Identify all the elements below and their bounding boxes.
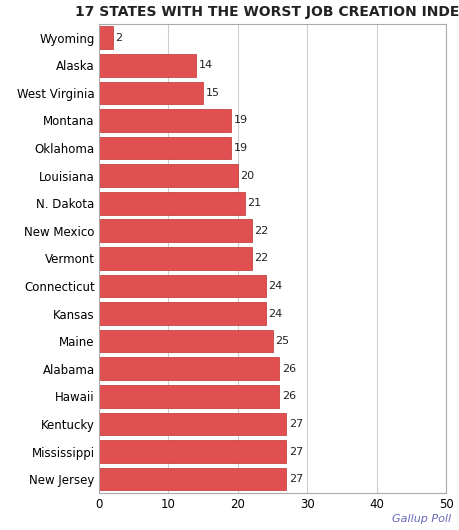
- Bar: [99, 26, 112, 49]
- Text: 20: 20: [240, 171, 254, 181]
- Title: 17 STATES WITH THE WORST JOB CREATION INDEX: 17 STATES WITH THE WORST JOB CREATION IN…: [75, 5, 459, 19]
- Text: 19: 19: [233, 116, 247, 126]
- Bar: [99, 247, 251, 270]
- Bar: [99, 164, 237, 187]
- Text: 21: 21: [247, 198, 261, 208]
- Text: 27: 27: [289, 419, 303, 429]
- Text: 24: 24: [268, 308, 282, 319]
- Bar: [99, 275, 265, 297]
- Bar: [99, 137, 230, 160]
- Text: 26: 26: [282, 391, 296, 401]
- Text: 14: 14: [198, 60, 213, 70]
- Text: 19: 19: [233, 143, 247, 153]
- Text: Gallup Poll: Gallup Poll: [391, 514, 450, 524]
- Bar: [99, 357, 279, 380]
- Bar: [99, 413, 286, 435]
- Bar: [99, 302, 265, 325]
- Bar: [99, 192, 244, 215]
- Bar: [99, 219, 251, 242]
- Text: 25: 25: [275, 336, 289, 346]
- Text: 26: 26: [282, 364, 296, 374]
- Text: 27: 27: [289, 446, 303, 456]
- Bar: [99, 468, 286, 490]
- Bar: [99, 54, 196, 76]
- Bar: [99, 440, 286, 463]
- Bar: [99, 109, 230, 132]
- Text: 27: 27: [289, 474, 303, 484]
- Bar: [99, 82, 203, 104]
- Bar: [99, 330, 272, 352]
- Text: 24: 24: [268, 281, 282, 291]
- Text: 2: 2: [115, 33, 123, 42]
- Text: 15: 15: [206, 88, 219, 98]
- Text: 22: 22: [254, 253, 268, 263]
- Text: 22: 22: [254, 226, 268, 236]
- Bar: [99, 385, 279, 408]
